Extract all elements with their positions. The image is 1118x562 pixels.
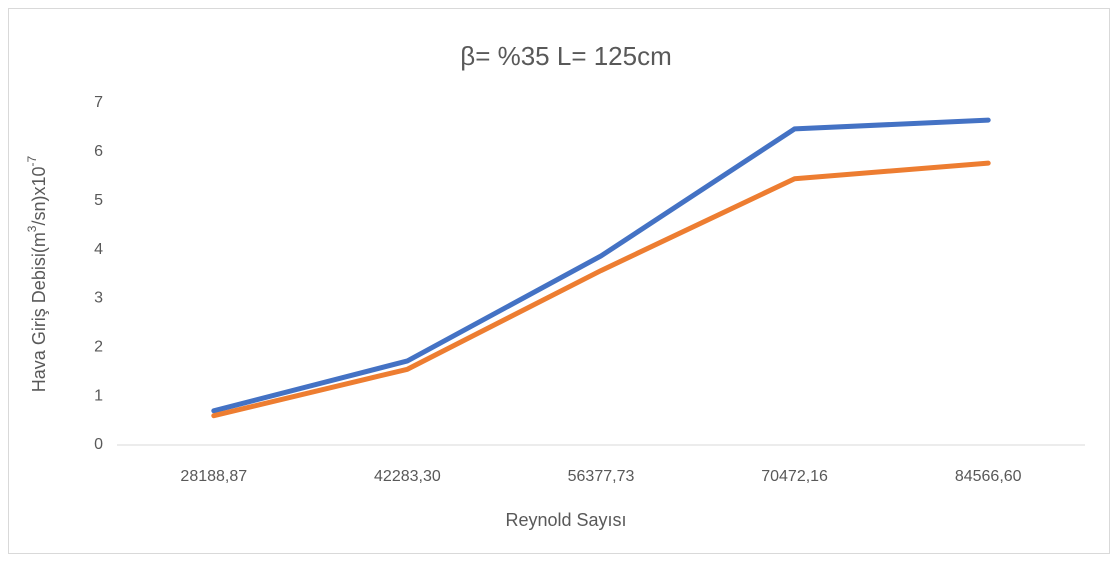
y-tick-label: 1 [94,387,103,404]
x-axis-label: Reynold Sayısı [505,510,626,530]
y-axis-label-part: /sn)x10 [29,166,49,225]
y-axis-label-part: -7 [25,155,39,166]
x-tick-label: 42283,30 [374,468,441,485]
y-tick-label: 4 [94,241,103,258]
y-tick-label: 0 [94,436,103,453]
y-tick-label: 7 [94,94,103,111]
y-axis-label-part: 3 [25,225,39,232]
y-tick-label: 2 [94,339,103,356]
y-axis-label-part: Hava Giriş Debisi(m [29,232,49,392]
y-tick-label: 3 [94,290,103,307]
x-tick-label: 84566,60 [955,468,1022,485]
chart-title: β= %35 L= 125cm [460,41,672,71]
series-line [211,160,991,419]
x-tick-label: 70472,16 [761,468,828,485]
x-tick-label: 28188,87 [180,468,247,485]
series-line [211,117,991,414]
y-tick-label: 5 [94,192,103,209]
y-axis-label: Hava Giriş Debisi(m3/sn)x10-7 [25,155,49,392]
y-tick-label: 6 [94,143,103,160]
x-tick-label: 56377,73 [568,468,635,485]
